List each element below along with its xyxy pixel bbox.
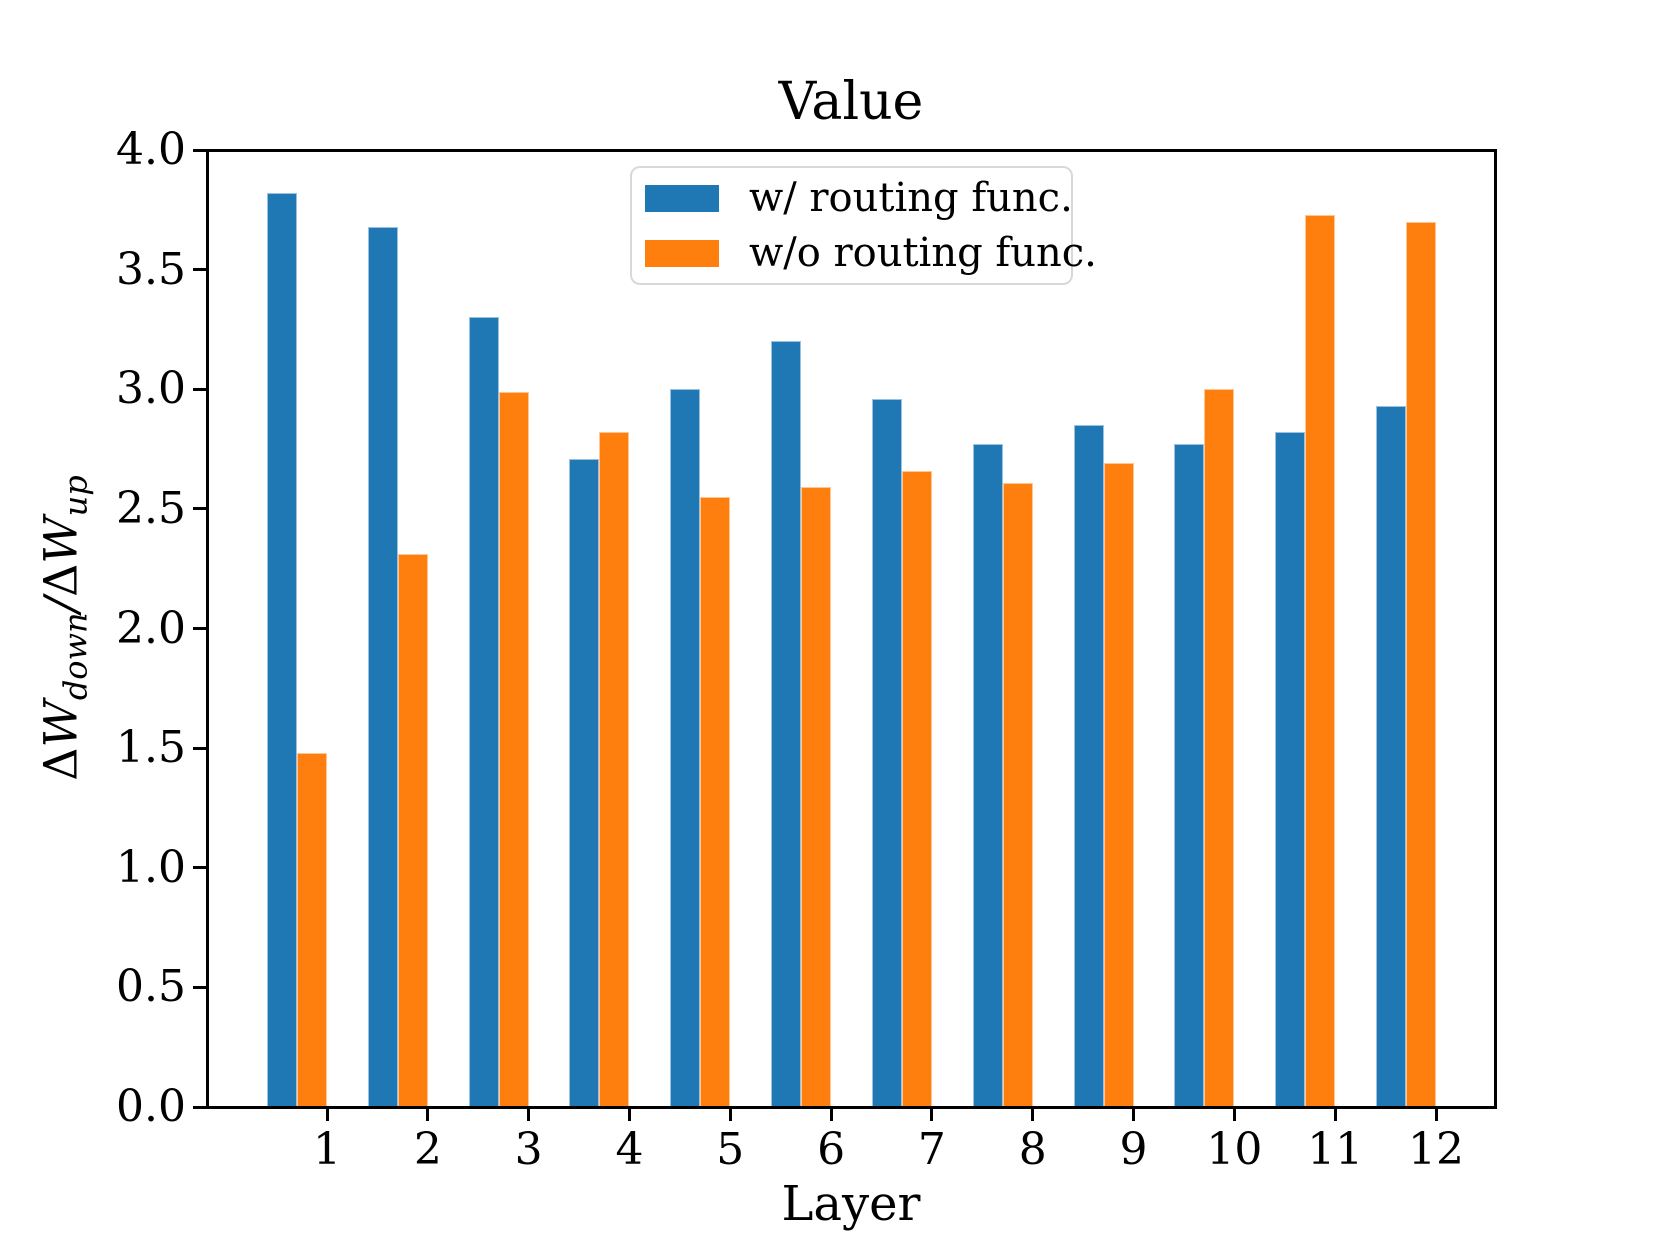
y-tick [193, 387, 207, 391]
x-tick-label: 12 [1408, 1124, 1465, 1175]
x-tick [527, 1107, 531, 1121]
y-tick [193, 627, 207, 630]
bar-without-routing-layer-3 [498, 391, 529, 1107]
x-tick [728, 1107, 732, 1121]
x-tick-label: 3 [514, 1124, 543, 1175]
x-tick [1031, 1107, 1035, 1121]
spine-bottom [205, 1105, 1497, 1109]
bar-with-routing-layer-4 [569, 458, 600, 1107]
legend-swatch-without-routing [645, 239, 719, 267]
bar-without-routing-layer-4 [599, 432, 630, 1107]
chart-title: Value [778, 72, 924, 132]
legend-label: w/o routing func. [749, 230, 1097, 276]
y-tick-label: 1.5 [116, 722, 186, 774]
bar-with-routing-layer-8 [972, 444, 1003, 1107]
x-tick [930, 1107, 934, 1121]
x-tick-label: 1 [313, 1124, 341, 1175]
legend-entry: w/ routing func. [645, 175, 1073, 221]
legend-entry: w/o routing func. [645, 231, 1097, 275]
x-tick [1232, 1107, 1236, 1121]
y-tick-label: 1.0 [116, 841, 186, 893]
x-axis-label: Layer [781, 1176, 921, 1232]
bar-without-routing-layer-10 [1204, 389, 1235, 1107]
x-tick [1132, 1107, 1136, 1121]
y-tick-label: 2.5 [116, 482, 186, 534]
spine-top [205, 148, 1497, 152]
bar-without-routing-layer-12 [1406, 221, 1437, 1107]
bar-with-routing-layer-12 [1376, 405, 1407, 1107]
x-tick [829, 1107, 833, 1121]
x-tick-label: 6 [817, 1124, 846, 1175]
bar-with-routing-layer-2 [367, 226, 398, 1107]
spine-left [205, 148, 209, 1109]
x-tick [1333, 1107, 1337, 1121]
legend-swatch-with-routing [645, 184, 719, 212]
x-tick-label: 2 [413, 1124, 442, 1175]
spine-right [1493, 148, 1497, 1109]
x-tick-label: 11 [1307, 1124, 1364, 1175]
bar-with-routing-layer-7 [871, 398, 902, 1107]
bar-with-routing-layer-3 [468, 317, 499, 1107]
x-tick-label: 5 [716, 1124, 745, 1175]
bar-with-routing-layer-5 [670, 389, 701, 1107]
bar-without-routing-layer-2 [397, 554, 428, 1107]
y-tick [193, 148, 207, 152]
x-tick [1434, 1107, 1438, 1121]
bar-without-routing-layer-1 [297, 752, 327, 1107]
legend-label: w/ routing func. [749, 175, 1073, 221]
bar-without-routing-layer-8 [1002, 482, 1033, 1107]
x-tick-label: 4 [615, 1124, 644, 1175]
y-tick [193, 985, 207, 989]
y-tick-label: 2.0 [116, 602, 186, 654]
bar-with-routing-layer-10 [1174, 444, 1205, 1107]
x-tick-label: 9 [1119, 1124, 1148, 1175]
x-tick-label: 7 [917, 1124, 946, 1175]
x-tick [325, 1107, 329, 1121]
bar-without-routing-layer-5 [700, 496, 731, 1107]
y-tick [193, 1105, 207, 1109]
y-tick-label: 0.5 [116, 961, 186, 1013]
y-tick [193, 866, 207, 870]
bar-without-routing-layer-6 [801, 487, 832, 1107]
y-tick [193, 268, 207, 272]
bar-without-routing-layer-11 [1305, 214, 1336, 1107]
x-tick-label: 8 [1018, 1124, 1047, 1175]
y-label-delta2: Δ [33, 563, 88, 597]
x-tick [627, 1107, 631, 1121]
x-tick [426, 1107, 430, 1121]
bar-without-routing-layer-7 [901, 470, 932, 1107]
bar-with-routing-layer-11 [1275, 432, 1306, 1107]
y-tick-label: 0.0 [116, 1081, 186, 1132]
y-tick [193, 746, 207, 750]
bar-with-routing-layer-6 [771, 341, 802, 1107]
y-tick-label: 4.0 [116, 124, 186, 175]
bar-with-routing-layer-9 [1073, 425, 1104, 1107]
y-tick-label: 3.0 [116, 363, 186, 415]
bar-with-routing-layer-1 [267, 193, 297, 1107]
bar-without-routing-layer-9 [1103, 463, 1134, 1107]
x-tick-label: 10 [1206, 1124, 1263, 1175]
legend: w/ routing func. w/o routing func. [630, 166, 1097, 285]
y-tick [193, 507, 207, 511]
y-tick-label: 3.5 [116, 243, 186, 295]
